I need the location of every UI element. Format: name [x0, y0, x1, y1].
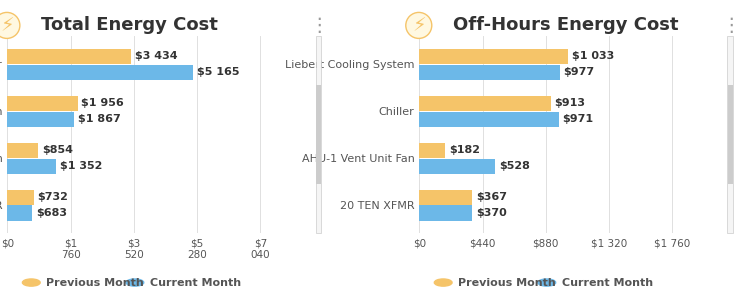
Bar — [7, 112, 75, 126]
Bar — [7, 205, 32, 221]
Bar — [7, 190, 34, 205]
Bar — [420, 190, 472, 205]
Text: $732: $732 — [38, 192, 68, 202]
Text: $5 165: $5 165 — [197, 67, 239, 77]
Bar — [7, 65, 193, 80]
Text: Previous Month: Previous Month — [458, 277, 556, 288]
Text: Current Month: Current Month — [562, 277, 653, 288]
Text: $913: $913 — [554, 98, 585, 108]
Bar — [7, 96, 78, 111]
Bar — [420, 96, 551, 111]
Text: $1 867: $1 867 — [78, 114, 121, 124]
Text: Off-Hours Energy Cost: Off-Hours Energy Cost — [453, 16, 678, 34]
Text: $683: $683 — [36, 208, 67, 218]
Bar — [420, 48, 568, 64]
Bar — [420, 143, 445, 158]
Text: Total Energy Cost: Total Energy Cost — [41, 16, 218, 34]
Text: Current Month: Current Month — [149, 277, 240, 288]
Bar — [420, 205, 473, 221]
Bar — [420, 158, 495, 173]
Text: ⋮: ⋮ — [722, 16, 740, 35]
Text: $3 434: $3 434 — [135, 51, 177, 61]
Bar — [420, 65, 559, 80]
Text: ⚡: ⚡ — [0, 16, 14, 35]
Text: ⋮: ⋮ — [309, 16, 329, 35]
Text: Previous Month: Previous Month — [46, 277, 144, 288]
Text: $977: $977 — [564, 67, 595, 77]
Text: $1 352: $1 352 — [60, 161, 102, 171]
Text: $1 956: $1 956 — [81, 98, 124, 108]
Text: $971: $971 — [562, 114, 593, 124]
Bar — [7, 158, 56, 173]
Bar — [420, 112, 559, 126]
Text: $367: $367 — [476, 192, 507, 202]
Text: $528: $528 — [499, 161, 530, 171]
Text: $370: $370 — [477, 208, 507, 218]
Text: $854: $854 — [42, 145, 73, 155]
Bar — [7, 143, 38, 158]
Text: ⚡: ⚡ — [412, 16, 426, 35]
Bar — [7, 48, 131, 64]
Text: $1 033: $1 033 — [571, 51, 613, 61]
Text: $182: $182 — [449, 145, 480, 155]
